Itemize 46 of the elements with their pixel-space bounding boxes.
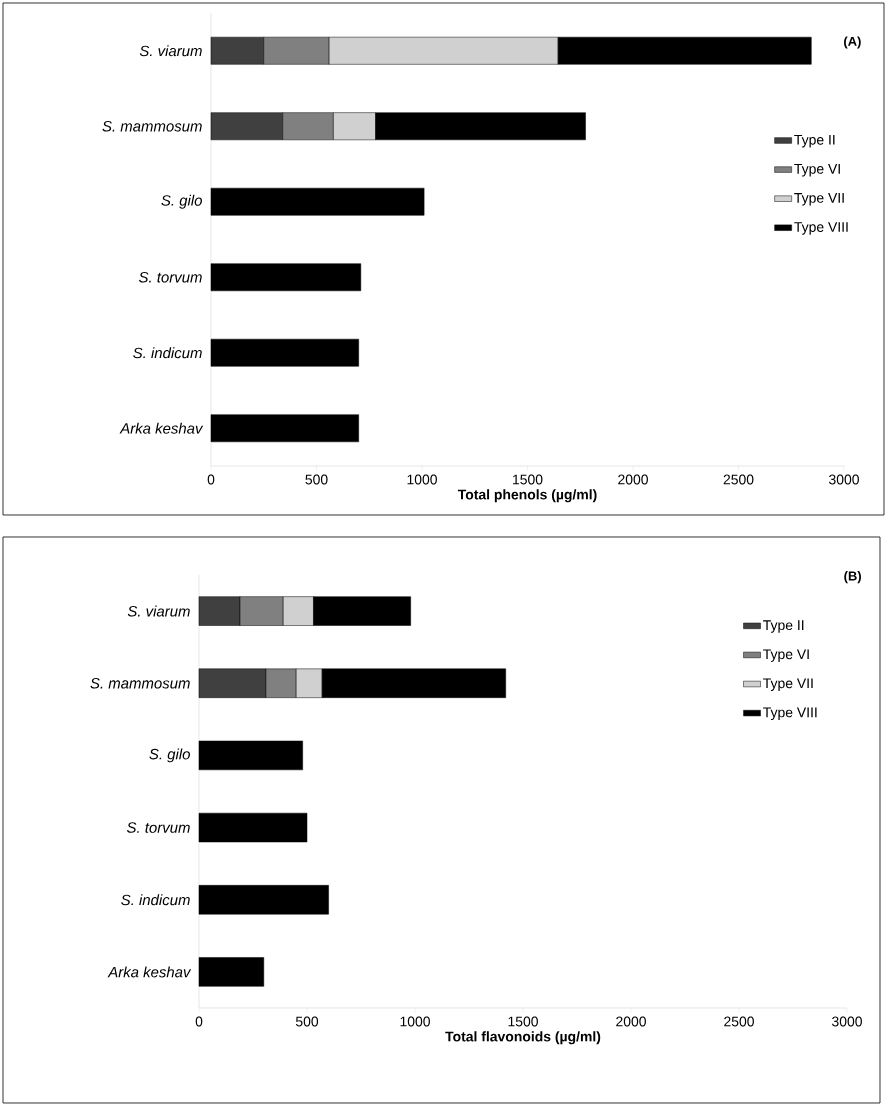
x-axis-title: Total phenols (µg/ml) (457, 489, 597, 503)
x-tick-label: 3000 (829, 474, 859, 485)
x-tick-label: 1500 (513, 474, 543, 485)
legend-label: Type VIII (763, 707, 817, 721)
y-tick-label: S. mammosum (102, 120, 202, 132)
x-tick-label: 0 (207, 474, 215, 485)
y-tick-label: S. indicum (133, 347, 202, 359)
y-tick-label: S. gilo (149, 748, 190, 763)
x-tick-label: 0 (195, 1016, 203, 1027)
x-tick-label: 1500 (508, 1016, 538, 1027)
x-tick-label: 2000 (618, 474, 648, 485)
bar (210, 263, 362, 292)
bar (198, 812, 308, 843)
x-axis-title: Total flavonoids (µg/ml) (445, 1031, 601, 1045)
y-tick-label: S. gilo (161, 194, 202, 209)
text: (A) (844, 36, 861, 49)
bar (198, 885, 329, 915)
legend-label: Type VII (794, 193, 844, 206)
legend-label: Type II (794, 134, 835, 148)
bar (210, 338, 359, 367)
bar (198, 957, 265, 987)
legend-label: Type VIII (794, 222, 848, 235)
y-tick-label: S. viarum (139, 45, 202, 57)
y-tick-label: S. viarum (127, 605, 190, 617)
x-tick-label: 500 (295, 1016, 319, 1027)
x-tick-label: 1000 (407, 474, 437, 485)
y-tick-label: Arka keshav (119, 422, 204, 434)
annotation: (B) (844, 571, 861, 584)
x-tick-label: 2000 (616, 1016, 646, 1027)
y-tick-label: Arka keshav (107, 966, 192, 978)
y-tick-label: S. torvum (138, 271, 202, 283)
y-tick-label: S. torvum (126, 822, 190, 833)
legend-label: Type VI (794, 164, 840, 177)
legend-label: Type II (763, 620, 804, 633)
x-tick-label: 1000 (400, 1016, 430, 1027)
x-tick-label: 500 (305, 474, 328, 485)
bar (210, 187, 425, 216)
y-tick-label: S. indicum (121, 894, 190, 906)
x-tick-label: 3000 (832, 1016, 862, 1027)
bar (210, 414, 359, 443)
bar (198, 740, 303, 771)
legend-label: Type VI (763, 649, 809, 662)
x-tick-label: 2500 (723, 474, 754, 485)
x-tick-label: 2500 (724, 1016, 754, 1027)
y-tick-label: S. mammosum (90, 677, 190, 689)
legend-label: Type VII (763, 678, 813, 691)
